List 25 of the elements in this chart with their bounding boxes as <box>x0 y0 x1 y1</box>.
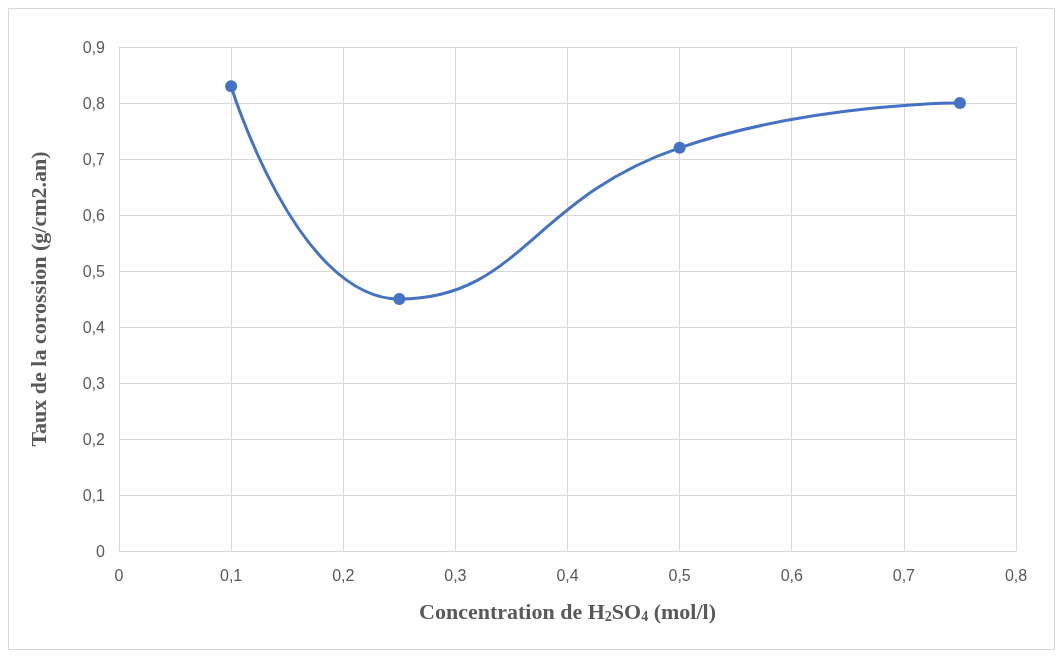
x-tick-label: 0,4 <box>556 566 579 584</box>
y-tick-label: 0,2 <box>82 430 106 448</box>
point <box>225 80 238 93</box>
x-tick-label: 0,3 <box>444 566 467 584</box>
y-tick-label: 0,5 <box>82 262 106 280</box>
y-axis-title: Taux de la corossion (g/cm2.an) <box>25 151 51 447</box>
x-tick-label: 0,7 <box>892 566 916 584</box>
y-tick-label: 0,4 <box>82 318 106 336</box>
x-tick-label: 0,6 <box>780 566 803 584</box>
point <box>673 141 686 154</box>
x-axis-title: Concentration de H2SO4 (mol/l) <box>419 598 716 624</box>
point <box>953 97 966 109</box>
y-tick-label: 0 <box>96 542 106 560</box>
y-tick-label: 0,1 <box>82 486 106 504</box>
x-tick-label: 0,5 <box>668 566 691 584</box>
x-tick-label: 0,8 <box>1004 566 1028 584</box>
y-tick-label: 0,3 <box>82 374 106 392</box>
y-tick-label: 0,9 <box>82 38 106 56</box>
point <box>393 293 406 305</box>
x-tick-label: 0 <box>114 566 124 584</box>
y-tick-label: 0,6 <box>82 206 106 224</box>
y-tick-label: 0,8 <box>82 94 106 112</box>
x-tick-label: 0,2 <box>332 566 355 584</box>
y-tick-label: 0,7 <box>82 150 106 168</box>
x-tick-label: 0,1 <box>220 566 243 584</box>
